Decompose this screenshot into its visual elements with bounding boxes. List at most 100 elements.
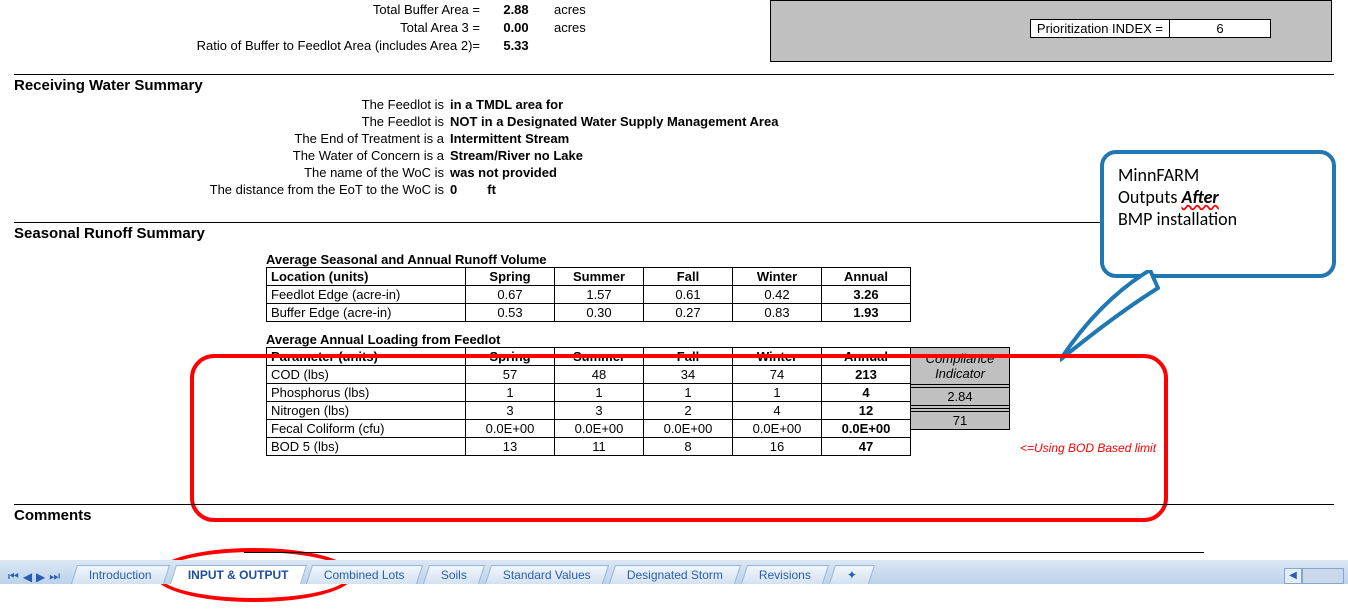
stat-label: Ratio of Buffer to Feedlot Area (include…	[30, 38, 486, 53]
stat-row: Ratio of Buffer to Feedlot Area (include…	[30, 36, 770, 54]
cell: 11	[555, 438, 644, 456]
rw-value: was not provided	[450, 165, 557, 180]
tab-nav-first-icon[interactable]: ⏮	[8, 569, 19, 584]
cell: 0.61	[644, 286, 733, 304]
loading-caption: Average Annual Loading from Feedlot	[266, 332, 1334, 347]
stat-label: Total Area 3 =	[30, 20, 486, 35]
section-header: Comments	[14, 504, 1334, 524]
table-row[interactable]: Phosphorus (lbs)11114	[267, 384, 911, 402]
col-header: Annual	[822, 268, 911, 286]
cell: 0.30	[555, 304, 644, 322]
tab-designated-storm[interactable]: Designated Storm	[609, 565, 741, 584]
cell: 0.42	[733, 286, 822, 304]
stat-value: 2.88	[486, 2, 546, 17]
priority-value: 6	[1169, 19, 1271, 38]
page: Total Buffer Area = 2.88 acres Total Are…	[0, 0, 1348, 611]
tab-nav-last-icon[interactable]: ⏭	[49, 569, 60, 584]
cell: 3	[466, 402, 555, 420]
tab-standard-values[interactable]: Standard Values	[485, 565, 609, 584]
cell: 0.67	[466, 286, 555, 304]
table-header-row: Parameter (units) Spring Summer Fall Win…	[267, 348, 911, 366]
sheet-tabs: ⏮ ◀ ▶ ⏭ Introduction INPUT & OUTPUT Comb…	[0, 560, 1348, 584]
stat-label: Total Buffer Area =	[30, 2, 486, 17]
table-row[interactable]: Nitrogen (lbs)332412	[267, 402, 911, 420]
cell: 4	[733, 402, 822, 420]
rw-label: The name of the WoC is	[14, 165, 450, 180]
cell: 0.0E+00	[733, 420, 822, 438]
tab-combined-lots[interactable]: Combined Lots	[306, 565, 423, 584]
rw-value: Stream/River no Lake	[450, 148, 583, 163]
rw-label: The Water of Concern is a	[14, 148, 450, 163]
cell: Fecal Coliform (cfu)	[267, 420, 466, 438]
tab-input-output[interactable]: INPUT & OUTPUT	[170, 565, 307, 584]
table-row[interactable]: COD (lbs)57483474213	[267, 366, 911, 384]
callout-line: Outputs After	[1118, 186, 1318, 208]
tab-revisions[interactable]: Revisions	[741, 565, 829, 584]
col-header: Summer	[555, 348, 644, 366]
callout-line: MinnFARM	[1118, 164, 1318, 186]
tab-nav-prev-icon[interactable]: ◀	[23, 570, 32, 584]
col-header: Parameter (units)	[267, 348, 466, 366]
volume-table: Location (units) Spring Summer Fall Wint…	[266, 267, 911, 322]
comments-section: Comments	[14, 498, 1334, 553]
cell: 0.53	[466, 304, 555, 322]
col-header: Winter	[733, 348, 822, 366]
rw-value: in a TMDL area for	[450, 97, 563, 112]
tab-introduction[interactable]: Introduction	[71, 565, 170, 584]
cell: 4	[822, 384, 911, 402]
cell: 8	[644, 438, 733, 456]
table-row[interactable]: Feedlot Edge (acre-in) 0.67 1.57 0.61 0.…	[267, 286, 911, 304]
table-row[interactable]: BOD 5 (lbs)131181647	[267, 438, 911, 456]
stat-row: Total Area 3 = 0.00 acres	[30, 18, 770, 36]
cell: BOD 5 (lbs)	[267, 438, 466, 456]
col-header: Summer	[555, 268, 644, 286]
table-row[interactable]: Buffer Edge (acre-in) 0.53 0.30 0.27 0.8…	[267, 304, 911, 322]
comments-underline	[244, 552, 1204, 553]
scroll-left-icon[interactable]: ◀	[1284, 568, 1302, 584]
scroll-track[interactable]	[1302, 568, 1344, 584]
compliance-cell: 2.84	[911, 388, 1010, 406]
loading-table: Parameter (units) Spring Summer Fall Win…	[266, 347, 911, 456]
tab-nav-next-icon[interactable]: ▶	[36, 570, 45, 584]
cell: 1	[733, 384, 822, 402]
cell: 12	[822, 402, 911, 420]
horizontal-scroll: ◀	[1284, 568, 1348, 584]
cell: Phosphorus (lbs)	[267, 384, 466, 402]
stat-row: Total Buffer Area = 2.88 acres	[30, 0, 770, 18]
tab-soils[interactable]: Soils	[423, 565, 485, 584]
cell: 1	[466, 384, 555, 402]
cell: Nitrogen (lbs)	[267, 402, 466, 420]
col-header: Spring	[466, 268, 555, 286]
priority-label: Prioritization INDEX =	[1030, 19, 1170, 38]
bod-note: <=Using BOD Based limit	[1020, 441, 1156, 456]
compliance-table: Compliance Indicator 2.84 71	[910, 347, 1010, 430]
stat-unit: acres	[546, 20, 614, 35]
col-header: Winter	[733, 268, 822, 286]
col-header: Fall	[644, 268, 733, 286]
priority-box: Prioritization INDEX = 6	[770, 0, 1332, 62]
tab-new[interactable]: ✦	[829, 565, 875, 584]
top-stats: Total Buffer Area = 2.88 acres Total Are…	[30, 0, 770, 54]
cell: Feedlot Edge (acre-in)	[267, 286, 466, 304]
cell: 34	[644, 366, 733, 384]
cell: 1	[555, 384, 644, 402]
rw-value: Intermittent Stream	[450, 131, 569, 146]
stat-value: 0.00	[486, 20, 546, 35]
rw-value: NOT in a Designated Water Supply Managem…	[450, 114, 778, 129]
rw-label: The distance from the EoT to the WoC is	[14, 182, 450, 197]
rw-label: The Feedlot is	[14, 97, 450, 112]
rw-value: 0ft	[450, 182, 496, 197]
cell: 0.0E+00	[466, 420, 555, 438]
tab-nav-buttons: ⏮ ◀ ▶ ⏭	[0, 569, 68, 584]
cell: 57	[466, 366, 555, 384]
cell: 0.83	[733, 304, 822, 322]
cell: 16	[733, 438, 822, 456]
col-header: Location (units)	[267, 268, 466, 286]
cell: 1.57	[555, 286, 644, 304]
rw-label: The End of Treatment is a	[14, 131, 450, 146]
table-row[interactable]: Fecal Coliform (cfu)0.0E+000.0E+000.0E+0…	[267, 420, 911, 438]
table-header-row: Location (units) Spring Summer Fall Wint…	[267, 268, 911, 286]
cell: 13	[466, 438, 555, 456]
col-header: Annual	[822, 348, 911, 366]
callout-box: MinnFARM Outputs After BMP installation	[1100, 150, 1336, 278]
